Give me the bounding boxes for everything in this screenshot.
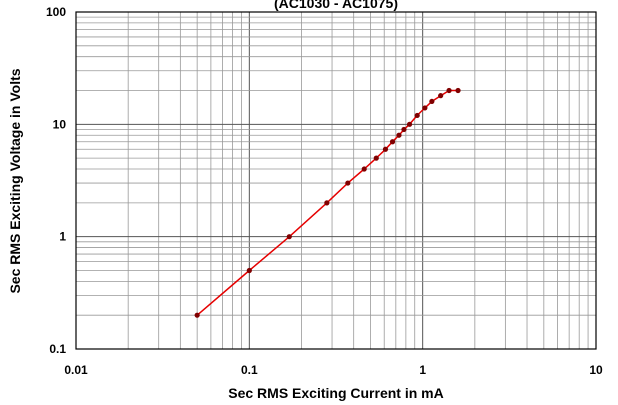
data-point — [361, 166, 367, 172]
plot-area-border — [75, 11, 597, 350]
data-point — [446, 87, 452, 94]
y-tick-label: 0.1 — [49, 342, 66, 356]
data-point — [414, 112, 420, 119]
y-tick-label: 100 — [46, 5, 66, 19]
data-point — [396, 132, 402, 138]
x-tick-label: 0.01 — [64, 363, 88, 377]
data-point — [194, 312, 200, 318]
x-tick-label: 0.1 — [241, 363, 258, 377]
y-tick-label: 1 — [59, 230, 66, 244]
y-axis-title: Sec RMS Exciting Voltage in Volts — [7, 68, 23, 293]
x-tick-label: 10 — [589, 363, 603, 377]
data-point — [373, 155, 379, 161]
data-point — [345, 180, 351, 186]
series — [194, 87, 461, 318]
chart-title: (AC1030 - AC1075) — [274, 0, 398, 11]
data-point — [422, 105, 428, 111]
y-tick-label: 10 — [53, 117, 67, 131]
data-point — [324, 200, 330, 206]
data-point — [455, 87, 461, 94]
data-point — [382, 146, 389, 152]
data-point — [246, 267, 252, 274]
tick-labels: 0.01 0.1 1 10 0.1 1 10 100 — [46, 5, 603, 377]
data-point — [286, 234, 292, 240]
data-point — [438, 93, 444, 99]
data-point — [429, 98, 435, 105]
x-axis-title: Sec RMS Exciting Current in mA — [228, 385, 443, 401]
data-point — [401, 126, 407, 133]
data-point — [389, 139, 396, 145]
data-point — [406, 121, 413, 127]
grid — [76, 12, 596, 349]
x-tick-label: 1 — [419, 363, 426, 377]
